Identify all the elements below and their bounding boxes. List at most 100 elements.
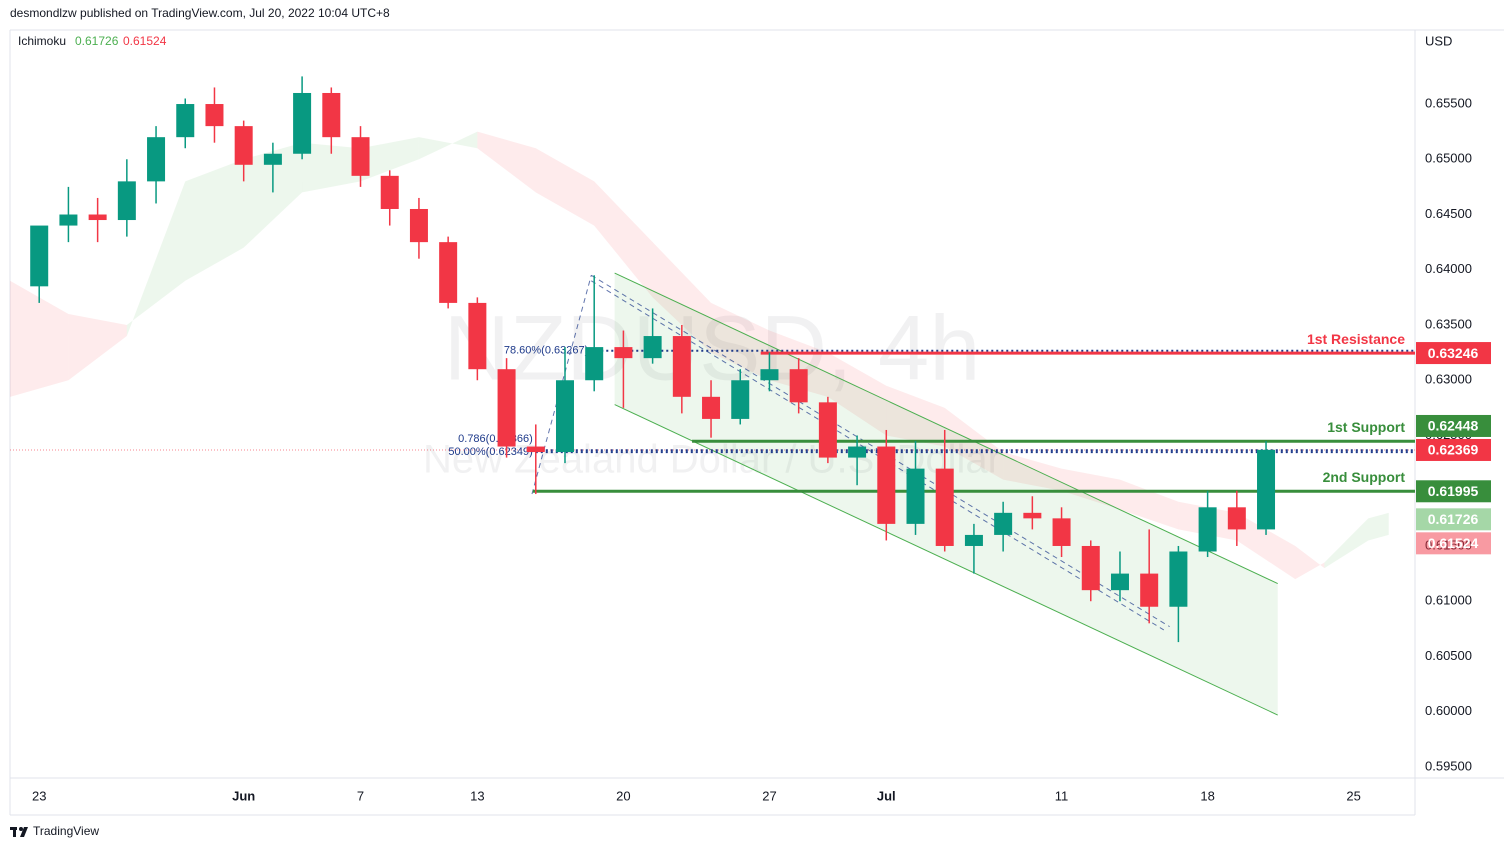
candle-body: [877, 446, 896, 524]
price-tag: [1416, 342, 1491, 365]
ichimoku-cloud: [302, 142, 361, 193]
logo-part: [13, 827, 16, 837]
candle-body: [555, 380, 574, 453]
currency-label: USD: [1425, 33, 1452, 48]
y-tick-label: 0.60000: [1425, 703, 1472, 718]
fib-label: 50.00%(0.62349): [448, 446, 532, 458]
candle-body: [1023, 512, 1042, 519]
x-tick-label: 13: [470, 788, 484, 803]
candle-body: [731, 380, 750, 419]
candle-body: [760, 369, 779, 381]
y-tick-label: 0.65500: [1425, 95, 1472, 110]
price-tag-label: 0.61726: [1428, 511, 1479, 527]
ichimoku-cloud: [10, 280, 69, 397]
y-tick-label: 0.63000: [1425, 372, 1472, 387]
x-tick-label: 23: [32, 788, 46, 803]
candle-body: [1110, 573, 1129, 591]
legend-value: 0.61726: [75, 34, 119, 48]
x-tick-label: 18: [1200, 788, 1214, 803]
price-tag-label: 0.62369: [1428, 442, 1479, 458]
price-tag: [1416, 414, 1491, 437]
footer-text: TradingView: [33, 824, 99, 838]
candle-body: [1140, 573, 1159, 607]
ichimoku-cloud: [535, 148, 595, 226]
candle-body: [526, 446, 545, 453]
candle-body: [1169, 551, 1188, 607]
ichimoku-cloud: [711, 302, 770, 381]
x-tick-label: 7: [357, 788, 364, 803]
fib-connector: [591, 274, 1170, 628]
ichimoku-cloud: [652, 242, 712, 353]
ichimoku-cloud: [185, 159, 244, 281]
candle-body: [439, 242, 458, 303]
fib-label: 78.60%(0.63267): [504, 345, 588, 357]
x-tick-label: 20: [616, 788, 630, 803]
ichimoku-cloud: [1295, 545, 1325, 580]
candle-body: [935, 468, 954, 546]
candle-body: [293, 92, 312, 154]
candle-body: [176, 104, 195, 138]
ichimoku-cloud: [360, 137, 419, 182]
candle-body: [1052, 518, 1071, 546]
channel-line: [614, 404, 1278, 716]
price-tag-label: 0.61995: [1428, 483, 1479, 499]
logo-part: [20, 827, 28, 837]
candle-body: [117, 181, 136, 221]
header: desmondlzw published on TradingView.com,…: [10, 6, 390, 20]
y-tick-label: 0.63500: [1425, 316, 1472, 331]
candle-body: [1198, 507, 1217, 552]
plot: NZDUSD, 4h New Zealand Dollar / U.S. Doll…: [10, 34, 1491, 803]
candle-body: [614, 347, 633, 359]
price-tag: [1416, 508, 1491, 531]
candle-body: [585, 347, 604, 381]
candle-body: [88, 214, 107, 221]
y-tick-label: 0.60500: [1425, 648, 1472, 663]
ichimoku-cloud: [827, 352, 887, 436]
fib-connector: [531, 275, 592, 495]
candle-body: [351, 137, 370, 176]
candle-body: [789, 369, 808, 403]
ichimoku-cloud: [477, 131, 536, 193]
ichimoku-cloud: [243, 142, 303, 248]
ichimoku-cloud: [68, 313, 127, 381]
candle-body: [818, 402, 837, 458]
candle-body: [234, 126, 253, 165]
candle-body: [59, 214, 78, 226]
candle-body: [205, 104, 224, 127]
candle-body: [964, 534, 983, 546]
level-label: 1st Support: [1327, 419, 1405, 435]
candle-body: [1257, 449, 1276, 530]
ichimoku-cloud: [1236, 512, 1296, 580]
price-tag: [1416, 532, 1491, 555]
ichimoku-cloud: [1061, 468, 1120, 510]
price-tag: [1416, 480, 1491, 503]
y-tick-label: 0.65000: [1425, 151, 1472, 166]
candle-body: [702, 396, 721, 419]
watermark-name: New Zealand Dollar / U.S. Dollar: [423, 438, 1001, 482]
legend-value: 0.61524: [123, 34, 167, 48]
y-tick-label: 0.61000: [1425, 593, 1472, 608]
level-label: 2nd Support: [1323, 469, 1406, 485]
price-tag-label: 0.62448: [1428, 418, 1479, 434]
candle-body: [1227, 507, 1246, 530]
price-tag-label: 0.63246: [1428, 345, 1479, 361]
ichimoku-cloud: [1368, 512, 1389, 541]
candle-body: [263, 153, 282, 165]
candle-body: [380, 175, 399, 209]
candle-body: [906, 468, 925, 524]
y-tick-label: 0.59500: [1425, 758, 1472, 773]
logo-part: [19, 827, 23, 831]
x-tick-label: 25: [1346, 788, 1360, 803]
candle-body: [30, 225, 49, 287]
legend-name: Ichimoku: [18, 34, 66, 48]
candle-body: [468, 302, 487, 370]
candle-body: [643, 336, 662, 359]
y-tick-label: 0.64000: [1425, 261, 1472, 276]
candle-body: [409, 208, 428, 243]
fib-label: 0.786(0.62366): [458, 433, 533, 445]
candle-body: [1081, 545, 1100, 591]
price-tag: [1416, 438, 1491, 461]
channel-line: [614, 272, 1278, 584]
candle-body: [848, 446, 867, 458]
